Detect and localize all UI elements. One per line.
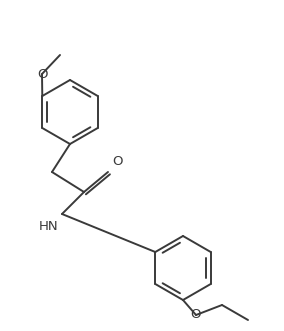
Text: HN: HN [38, 220, 58, 233]
Text: O: O [112, 155, 122, 168]
Text: O: O [37, 68, 47, 80]
Text: O: O [191, 308, 201, 321]
